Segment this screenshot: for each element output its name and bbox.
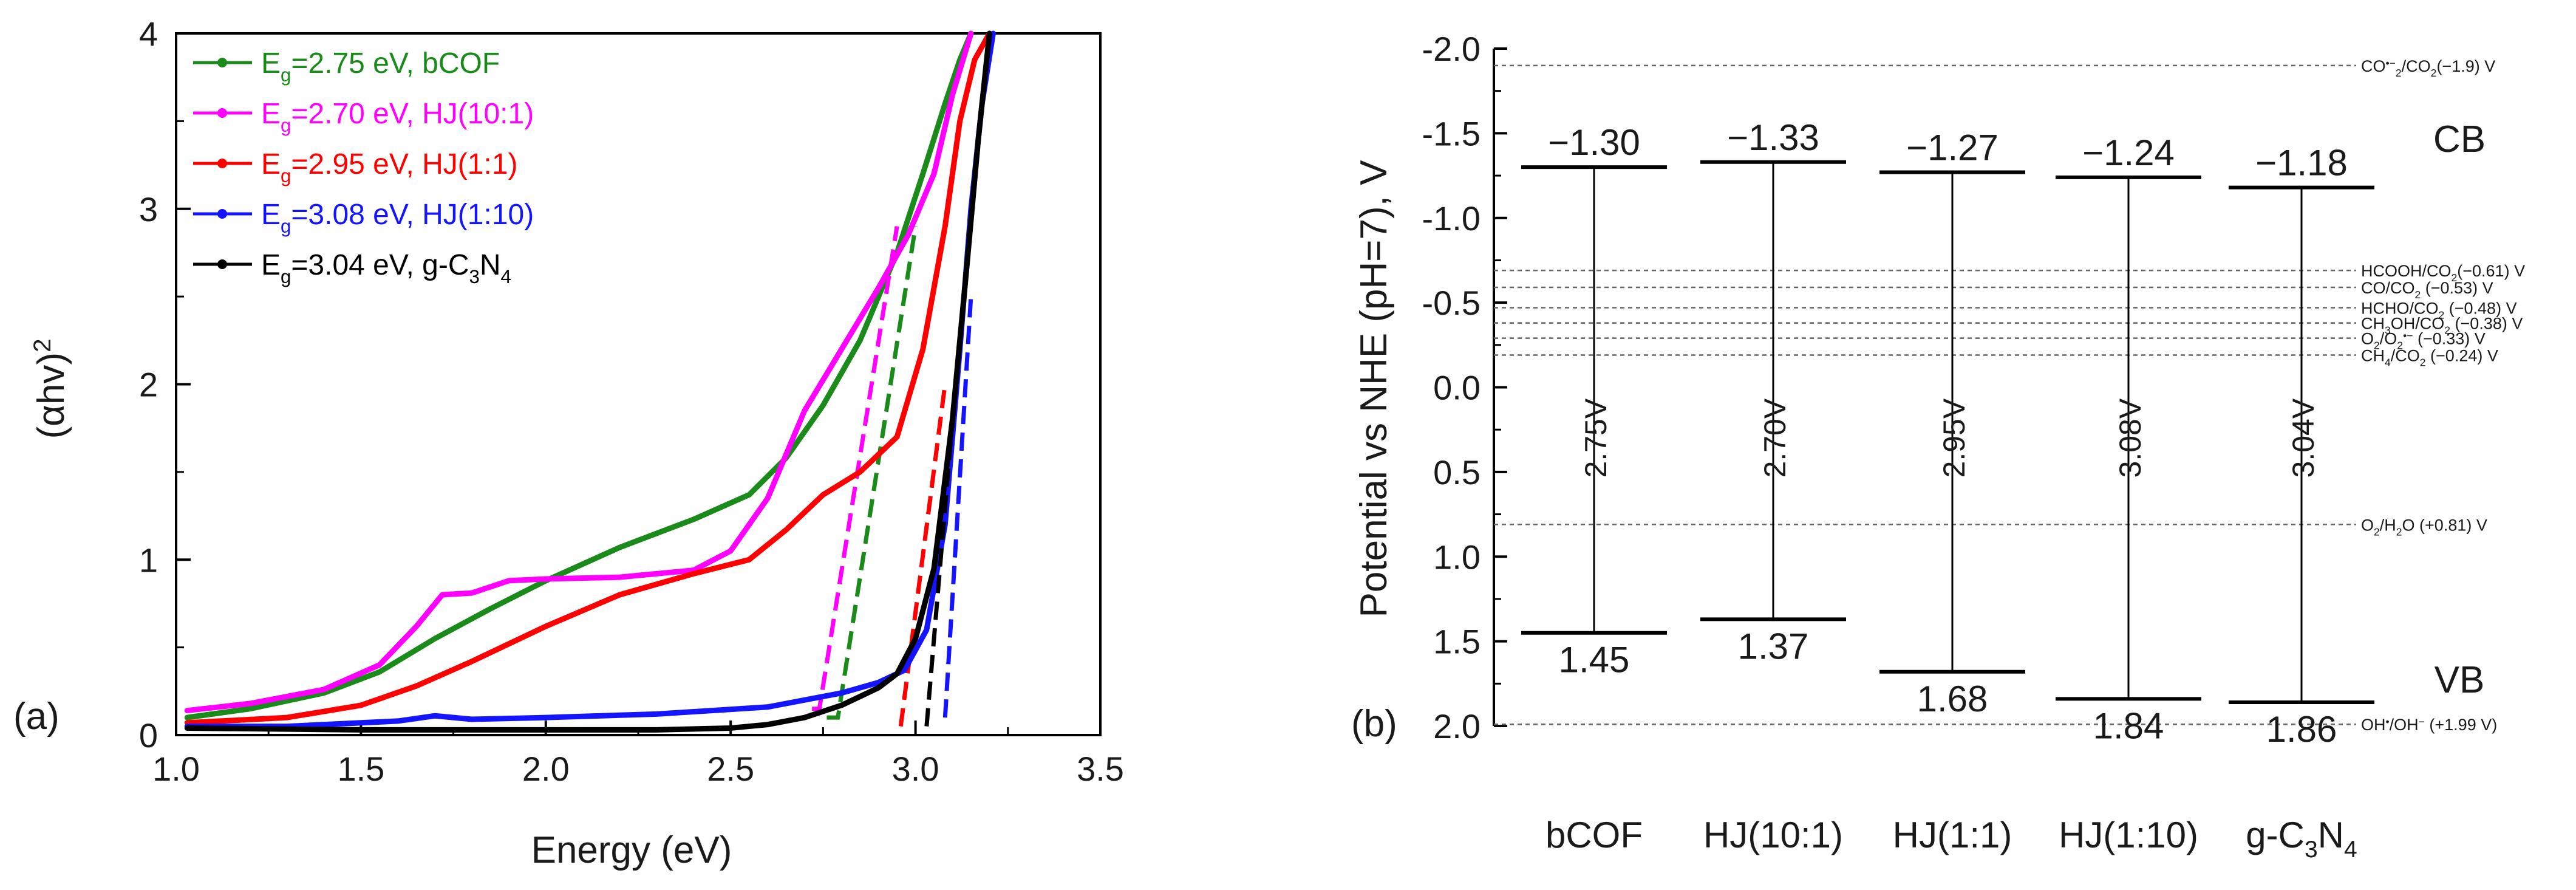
series-line-3 (184, 30, 996, 730)
legend-label-3: Eg=3.08 eV, HJ(1:10) (261, 199, 534, 237)
band-gap-label: 2.70V (1758, 398, 1792, 478)
reference-label: O2/H2O (+0.81) V (2361, 516, 2487, 538)
y-tick-label: 0 (139, 716, 158, 755)
legend-marker (217, 209, 227, 219)
reference-label: CO•−2/CO2(−1.9) V (2361, 57, 2495, 79)
y-tick-label-b: 1.0 (1433, 538, 1481, 576)
vb-value-label: 1.68 (1917, 679, 1988, 719)
legend-marker (217, 108, 227, 118)
y-tick-label: 3 (139, 190, 158, 228)
fit-line-0 (826, 226, 918, 720)
category-label-1: HJ(10:1) (1703, 815, 1843, 855)
reference-label: HCHO/CO2 (−0.48) V (2361, 299, 2517, 321)
y-tick-label-b: 2.0 (1433, 707, 1481, 745)
category-label-3: HJ(1:10) (2059, 815, 2198, 855)
y-tick-label: 4 (139, 15, 158, 53)
reference-label: OH•/OH− (+1.99 V) (2361, 716, 2497, 734)
legend-label-2: Eg=2.95 eV, HJ(1:1) (261, 148, 518, 187)
category-label-0: bCOF (1545, 815, 1643, 855)
fit-line-3 (942, 296, 973, 718)
legend-label-4: Eg=3.04 eV, g-C3N4 (261, 249, 511, 287)
series-line-4 (184, 30, 992, 733)
y-axis-title-b: Potential vs NHE (pH=7), V (1353, 160, 1395, 618)
band-gap-label: 3.08V (2113, 398, 2147, 478)
y-tick-label-b: -1.5 (1422, 114, 1481, 152)
x-tick-label: 1.5 (337, 750, 384, 788)
band-diagram-area: -2.0 -1.5 -1.0 -0.5 0.0 0.5 1.0 1.5 2.0 CO•−2/CO2… (1422, 30, 2526, 863)
x-tick-label: 1.0 (152, 750, 200, 788)
y-tick-label-b: -2.0 (1422, 30, 1481, 68)
band-gap-label: 2.95V (1937, 398, 1971, 478)
y-tick-label-b: 0.0 (1433, 369, 1481, 407)
reference-label: CH3OH/CO2 (−0.38) V (2361, 315, 2523, 337)
legend-label-1: Eg=2.70 eV, HJ(10:1) (261, 98, 534, 136)
plot-frame (175, 32, 1102, 736)
legend-marker (217, 259, 227, 269)
fit-line-1 (812, 226, 899, 711)
cb-band-label: CB (2433, 118, 2486, 160)
cb-value-label: −1.33 (1727, 117, 1819, 158)
vb-value-label: 1.86 (2266, 709, 2337, 750)
y-tick-label: 1 (139, 541, 158, 579)
legend-marker (217, 159, 227, 168)
x-tick-label: 3.5 (1077, 750, 1124, 788)
vb-value-label: 1.37 (1738, 626, 1809, 666)
band-gap-label: 3.04V (2286, 398, 2320, 478)
fit-line-2 (898, 384, 947, 727)
category-label-4: g-C3N4 (2246, 815, 2357, 863)
vb-value-label: 1.84 (2093, 705, 2164, 746)
legend: Eg=2.75 eV, bCOF Eg=2.70 eV, HJ(10:1) Eg=2… (193, 47, 534, 287)
panel-b-band-diagram: (b) Potential vs NHE (pH=7), V -2.0-1.5-… (1351, 30, 2525, 863)
cb-value-label: −1.30 (1548, 122, 1640, 163)
y-tick-label-b: -1.0 (1422, 199, 1481, 238)
panel-b-label: (b) (1351, 703, 1397, 745)
series-line-0 (184, 30, 974, 721)
panel-a-label: (a) (13, 696, 60, 738)
plot-area: 1.0 1.5 2.0 2.5 3.0 3.5 0 1 2 3 4 (139, 15, 1124, 788)
vb-value-label: 1.45 (1559, 640, 1630, 680)
legend-marker (217, 58, 227, 67)
fit-line-4 (924, 419, 955, 727)
x-tick-label: 3.0 (892, 750, 939, 788)
y-tick-label: 2 (139, 366, 158, 404)
y-tick-label-b: 0.5 (1433, 453, 1481, 491)
cb-value-label: −1.27 (1906, 127, 1998, 168)
band-gap-label: 2.75V (1579, 398, 1613, 478)
x-tick-label: 2.0 (522, 750, 570, 788)
reference-label: O2/O2•− (−0.33) V (2361, 330, 2486, 352)
x-axis-title: Energy (eV) (531, 829, 732, 871)
legend-label-0: Eg=2.75 eV, bCOF (261, 47, 500, 86)
cb-value-label: −1.24 (2082, 132, 2175, 173)
cb-value-label: −1.18 (2255, 143, 2348, 183)
series-line-1 (184, 30, 974, 714)
x-tick-label: 2.5 (707, 750, 754, 788)
vb-band-label: VB (2435, 659, 2485, 701)
category-label-2: HJ(1:1) (1893, 815, 2012, 855)
reference-label: CO/CO2 (−0.53) V (2361, 279, 2493, 301)
y-tick-label-b: -0.5 (1422, 284, 1481, 322)
series-line-2 (184, 30, 992, 726)
reference-label: HCOOH/CO2(−0.61) V (2361, 262, 2525, 284)
y-axis-title: (αhv)2 (29, 338, 72, 439)
y-tick-label-b: 1.5 (1433, 623, 1481, 661)
reference-label: CH4/CO2 (−0.24) V (2361, 347, 2498, 369)
